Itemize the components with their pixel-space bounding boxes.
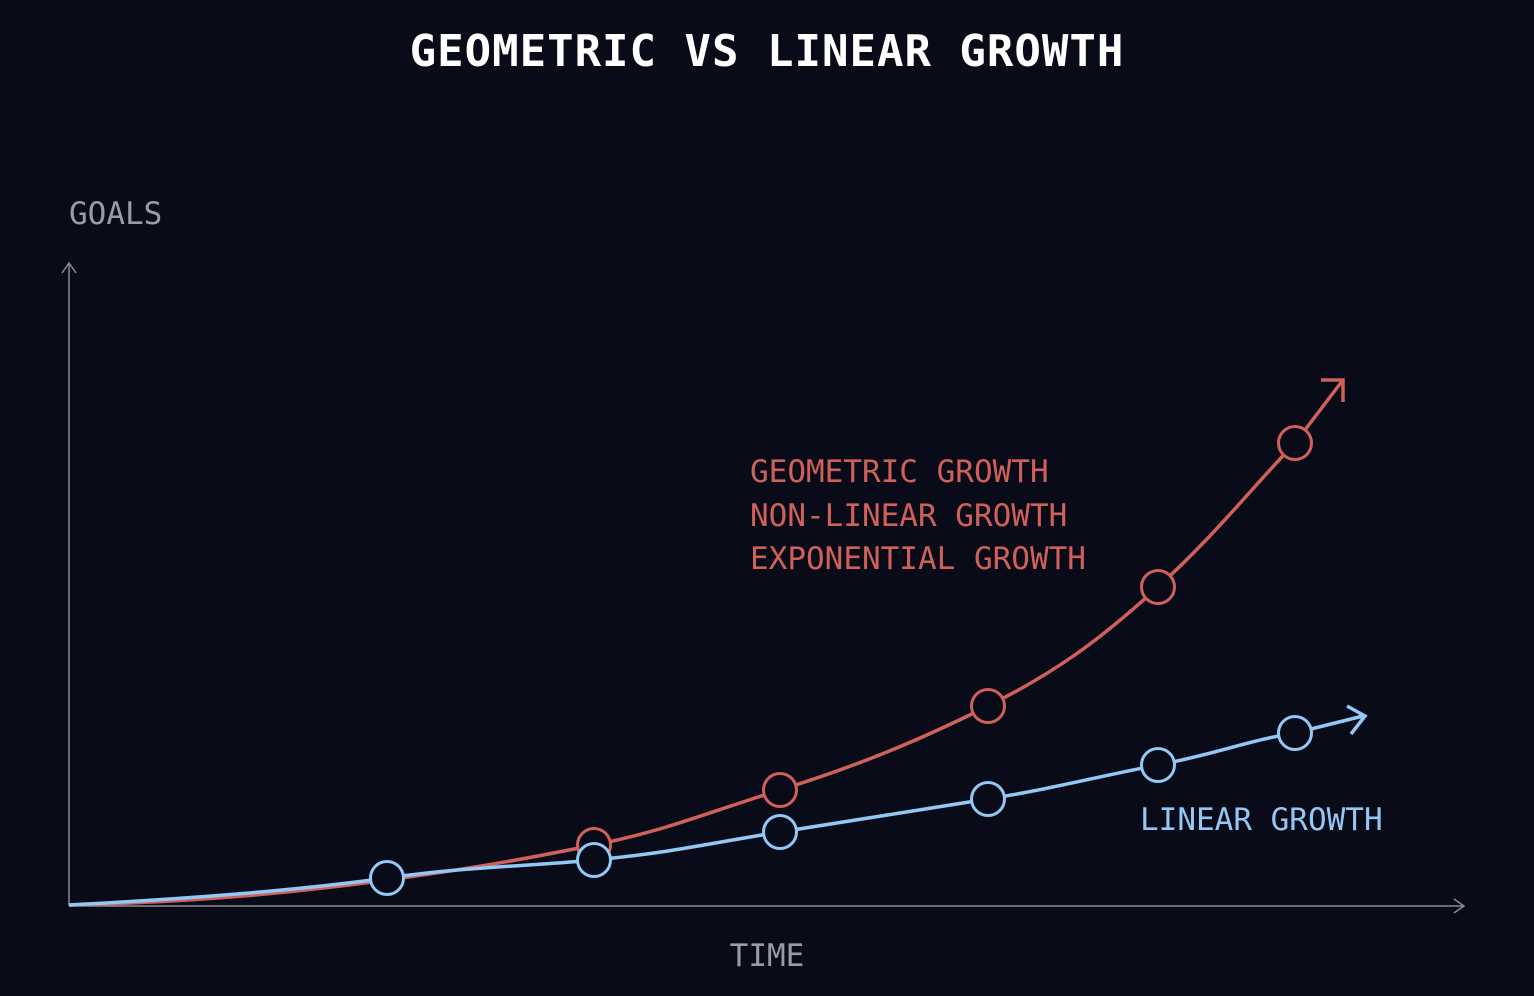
linear-node [369,860,405,896]
y-axis-label: GOALS [69,196,162,232]
geometric-node [1140,569,1176,605]
linear-node [1140,747,1176,783]
geometric-node [970,688,1006,724]
page-title: GEOMETRIC VS LINEAR GROWTH [409,26,1125,77]
geometric-node [1277,425,1313,461]
linear-label: LINEAR GROWTH [1140,802,1383,838]
geometric-node [762,772,798,808]
geometric-label-line-3: EXPONENTIAL GROWTH [750,541,1086,577]
x-axis-label: TIME [730,938,805,974]
linear-node [970,781,1006,817]
y-axis-arrow-icon [61,261,77,274]
linear-arrowhead-icon [1346,704,1368,736]
linear-node [762,814,798,850]
x-axis-arrow-icon [1453,898,1466,914]
geometric-label-line-2: NON-LINEAR GROWTH [750,498,1067,534]
geometric-nodes [576,425,1313,863]
geometric-arrowhead-icon [1321,378,1345,402]
geometric-label-line-1: GEOMETRIC GROWTH [750,454,1049,490]
linear-nodes [369,715,1313,896]
linear-node [1277,715,1313,751]
linear-node [576,842,612,878]
